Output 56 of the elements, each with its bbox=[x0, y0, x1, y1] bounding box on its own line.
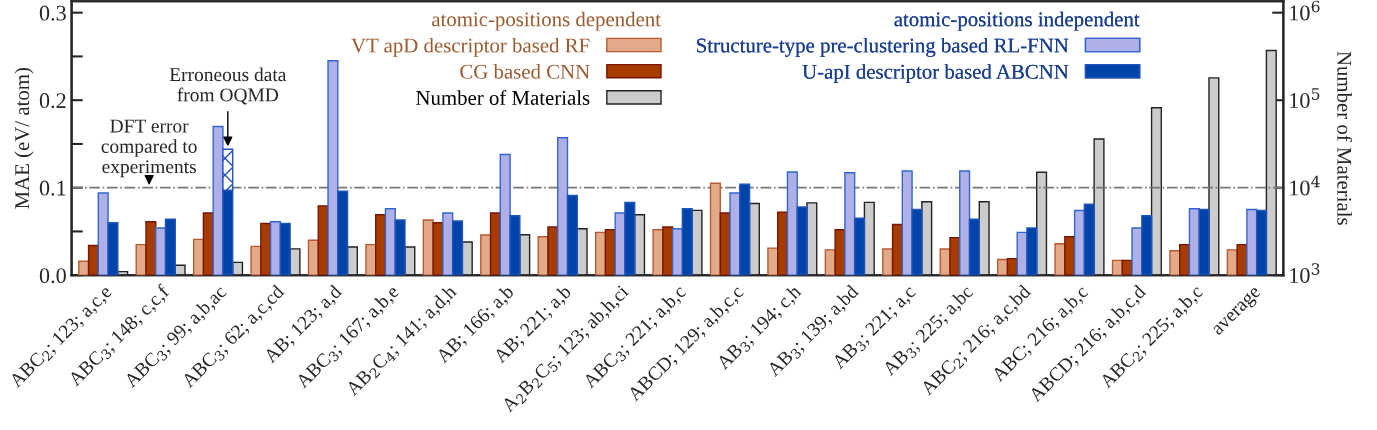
bar bbox=[489, 212, 502, 276]
y-tick-label: 0.1 bbox=[39, 180, 66, 196]
bar bbox=[327, 60, 339, 276]
bar bbox=[1188, 207, 1200, 276]
y-tick-label: 0.2 bbox=[39, 93, 66, 109]
bar bbox=[269, 221, 282, 276]
y2-tick-label: 10$^{5}$ bbox=[1290, 88, 1320, 108]
bar bbox=[844, 172, 856, 276]
bar bbox=[374, 214, 387, 276]
bar bbox=[1054, 243, 1066, 276]
bar bbox=[432, 221, 444, 276]
text: atomic-positions dependent bbox=[432, 11, 661, 31]
y2-tick-label: 10$^{6}$ bbox=[1290, 0, 1320, 21]
bar bbox=[882, 248, 894, 276]
y-axis-title: MAE (eV/ atom) bbox=[14, 68, 34, 209]
bar bbox=[155, 227, 167, 276]
bar bbox=[1064, 236, 1076, 276]
bar bbox=[662, 226, 674, 276]
text: atomic-positions independent bbox=[894, 11, 1140, 31]
bar bbox=[337, 190, 349, 276]
bar bbox=[480, 234, 492, 276]
bar bbox=[107, 221, 119, 276]
bar bbox=[1246, 208, 1258, 276]
bar bbox=[164, 218, 176, 276]
bar bbox=[767, 247, 779, 276]
bar bbox=[614, 212, 626, 276]
bar bbox=[671, 228, 684, 276]
bar bbox=[959, 170, 971, 276]
bar bbox=[709, 182, 721, 276]
bar bbox=[384, 207, 396, 276]
y-tick-label: 0.3 bbox=[39, 5, 66, 21]
bar bbox=[1255, 209, 1268, 276]
legend-label: VT apD descriptor based RF bbox=[351, 37, 590, 57]
bar bbox=[652, 228, 664, 276]
bar bbox=[1169, 250, 1181, 276]
legend-label: U-apI descriptor based ABCNN bbox=[802, 64, 1069, 84]
bar bbox=[729, 192, 741, 276]
bar bbox=[557, 137, 569, 276]
y2-tick-label: 10$^{3}$ bbox=[1290, 263, 1320, 283]
bar bbox=[547, 226, 559, 276]
y2-tick-label: 10$^{4}$ bbox=[1290, 175, 1320, 196]
bar bbox=[786, 171, 798, 276]
bar bbox=[1131, 227, 1143, 276]
bar bbox=[212, 125, 224, 276]
legend-label: Number of Materials bbox=[416, 90, 590, 105]
bar bbox=[442, 212, 454, 276]
annotation: Erroneous data from OQMD bbox=[169, 67, 287, 105]
y-tick-label: 0.0 bbox=[39, 268, 66, 284]
legend-label: CG based CNN bbox=[460, 64, 590, 79]
bar bbox=[777, 211, 789, 276]
bar bbox=[499, 153, 511, 276]
ref-line-label: DFT error compared to experiments bbox=[101, 119, 197, 178]
bar bbox=[834, 228, 846, 276]
y2-axis-title: Number of Materials bbox=[1337, 51, 1353, 225]
legend-label: Structure-type pre-clustering based RL-FNN bbox=[697, 37, 1069, 57]
bar bbox=[145, 221, 157, 276]
